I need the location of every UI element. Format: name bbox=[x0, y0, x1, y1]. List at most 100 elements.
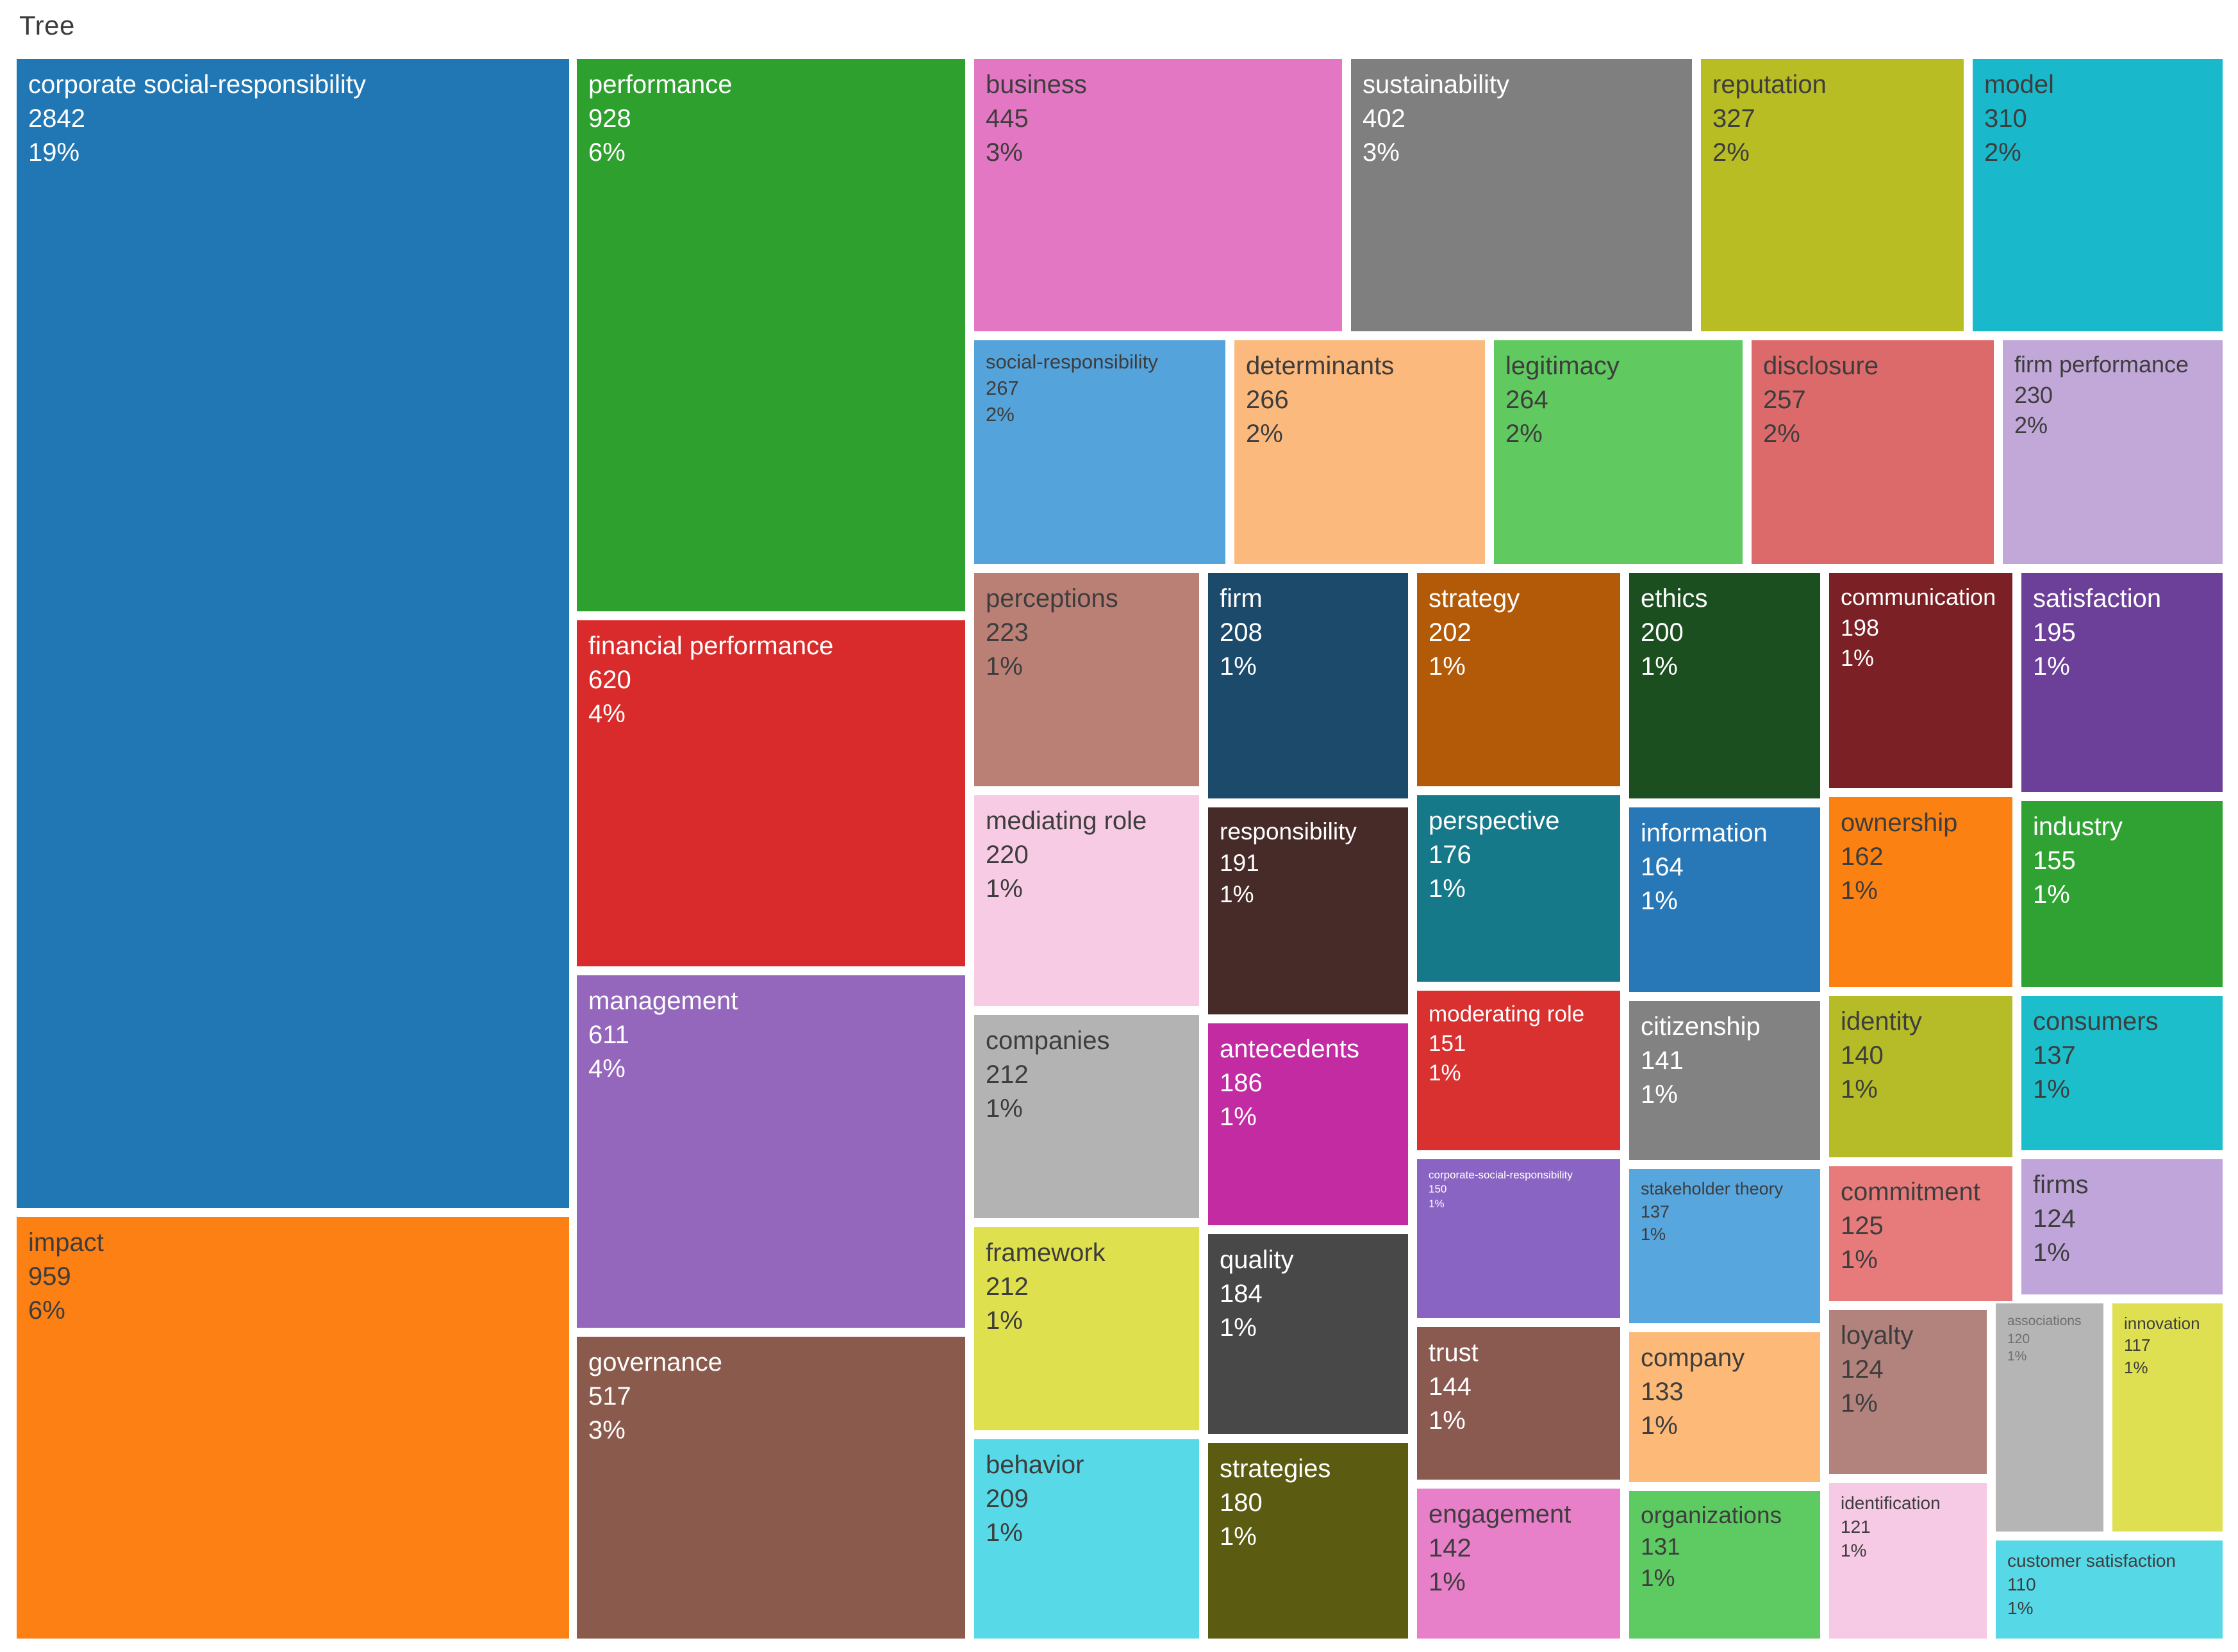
cell-percent: 1% bbox=[1429, 1567, 1466, 1596]
cell-label: determinants bbox=[1246, 352, 1395, 380]
cell-percent: 1% bbox=[1641, 1564, 1675, 1591]
cell-value: 137 bbox=[2033, 1041, 2076, 1070]
treemap-cell-innovation[interactable]: innovation 117 1% bbox=[2112, 1303, 2223, 1532]
cell-label: impact bbox=[28, 1228, 104, 1257]
cell-label: firm bbox=[1220, 584, 1263, 613]
cell-value: 142 bbox=[1429, 1533, 1471, 1562]
treemap-cell-identity[interactable]: identity 140 1% bbox=[1829, 996, 2012, 1157]
cell-value: 445 bbox=[986, 104, 1029, 133]
treemap-cell-loyalty[interactable]: loyalty 124 1% bbox=[1829, 1310, 1987, 1474]
treemap-cell-communication[interactable]: communication 198 1% bbox=[1829, 573, 2012, 788]
treemap-cell-identification[interactable]: identification 121 1% bbox=[1829, 1483, 1987, 1639]
treemap-cell-responsibility[interactable]: responsibility 191 1% bbox=[1208, 807, 1408, 1014]
cell-value: 150 bbox=[1429, 1183, 1447, 1196]
treemap-cell-sustainability[interactable]: sustainability 402 3% bbox=[1351, 59, 1692, 331]
cell-label: mediating role bbox=[986, 807, 1147, 835]
cell-percent: 1% bbox=[1220, 1522, 1257, 1551]
treemap-cell-moderating-role[interactable]: moderating role 151 1% bbox=[1417, 991, 1620, 1150]
cell-value: 200 bbox=[1641, 618, 1684, 647]
treemap-cell-ethics[interactable]: ethics 200 1% bbox=[1629, 573, 1820, 798]
treemap-cell-perspective[interactable]: perspective 176 1% bbox=[1417, 795, 1620, 982]
treemap-cell-strategies[interactable]: strategies 180 1% bbox=[1208, 1443, 1408, 1639]
treemap-cell-firm-performance[interactable]: firm performance 230 2% bbox=[2003, 340, 2223, 564]
treemap-cell-company[interactable]: company 133 1% bbox=[1629, 1332, 1820, 1482]
cell-value: 151 bbox=[1429, 1031, 1466, 1057]
treemap-cell-antecedents[interactable]: antecedents 186 1% bbox=[1208, 1023, 1408, 1225]
cell-label: organizations bbox=[1641, 1502, 1782, 1528]
treemap-cell-perceptions[interactable]: perceptions 223 1% bbox=[974, 573, 1199, 786]
treemap-cell-framework[interactable]: framework 212 1% bbox=[974, 1227, 1199, 1430]
treemap-cell-social-responsibility[interactable]: social-responsibility 267 2% bbox=[974, 340, 1225, 564]
treemap-cell-strategy[interactable]: strategy 202 1% bbox=[1417, 573, 1620, 786]
cell-value: 164 bbox=[1641, 852, 1684, 881]
treemap-cell-mediating-role[interactable]: mediating role 220 1% bbox=[974, 795, 1199, 1006]
treemap-cell-stakeholder-theory[interactable]: stakeholder theory 137 1% bbox=[1629, 1169, 1820, 1323]
treemap-cell-organizations[interactable]: organizations 131 1% bbox=[1629, 1491, 1820, 1639]
treemap-cell-quality[interactable]: quality 184 1% bbox=[1208, 1234, 1408, 1434]
cell-value: 198 bbox=[1841, 614, 1880, 641]
cell-value: 140 bbox=[1841, 1041, 1884, 1070]
treemap-cell-information[interactable]: information 164 1% bbox=[1629, 807, 1820, 992]
cell-label: corporate social-responsibility bbox=[28, 70, 366, 99]
cell-percent: 1% bbox=[1841, 1075, 1878, 1103]
treemap-cell-business[interactable]: business 445 3% bbox=[974, 59, 1342, 331]
cell-percent: 4% bbox=[588, 1054, 626, 1083]
cell-label: company bbox=[1641, 1344, 1745, 1372]
treemap-cell-management[interactable]: management 611 4% bbox=[577, 975, 965, 1328]
cell-value: 180 bbox=[1220, 1488, 1263, 1517]
cell-value: 620 bbox=[588, 665, 631, 694]
treemap-cell-associations[interactable]: associations 120 1% bbox=[1996, 1303, 2103, 1532]
cell-label: loyalty bbox=[1841, 1321, 1914, 1350]
cell-value: 257 bbox=[1763, 385, 1806, 414]
cell-percent: 2% bbox=[986, 402, 1015, 425]
treemap-cell-legitimacy[interactable]: legitimacy 264 2% bbox=[1494, 340, 1743, 564]
treemap-cell-financial-performance[interactable]: financial performance 620 4% bbox=[577, 620, 965, 966]
treemap-cell-corporate-social-responsibility[interactable]: corporate-social-responsibility 150 1% bbox=[1417, 1159, 1620, 1318]
treemap-cell-determinants[interactable]: determinants 266 2% bbox=[1234, 340, 1485, 564]
treemap-cell-firm[interactable]: firm 208 1% bbox=[1208, 573, 1408, 798]
cell-percent: 1% bbox=[1841, 1540, 1867, 1560]
treemap-cell-ownership[interactable]: ownership 162 1% bbox=[1829, 797, 2012, 987]
treemap-cell-customer-satisfaction[interactable]: customer satisfaction 110 1% bbox=[1996, 1540, 2223, 1639]
treemap-cell-reputation[interactable]: reputation 327 2% bbox=[1701, 59, 1964, 331]
cell-label: citizenship bbox=[1641, 1012, 1761, 1041]
cell-label: reputation bbox=[1712, 70, 1827, 99]
treemap-cell-satisfaction[interactable]: satisfaction 195 1% bbox=[2021, 573, 2223, 792]
cell-value: 212 bbox=[986, 1272, 1029, 1301]
treemap-cell-governance[interactable]: governance 517 3% bbox=[577, 1337, 965, 1639]
cell-percent: 2% bbox=[1984, 138, 2021, 167]
cell-percent: 3% bbox=[986, 138, 1023, 167]
cell-label: commitment bbox=[1841, 1178, 1980, 1206]
cell-value: 611 bbox=[588, 1020, 629, 1049]
treemap-cell-corporate-social-responsibility[interactable]: corporate social-responsibility 2842 19% bbox=[17, 59, 569, 1208]
cell-percent: 2% bbox=[1505, 419, 1543, 448]
treemap-cell-engagement[interactable]: engagement 142 1% bbox=[1417, 1489, 1620, 1639]
cell-value: 186 bbox=[1220, 1068, 1263, 1097]
cell-label: perceptions bbox=[986, 584, 1118, 613]
treemap-cell-companies[interactable]: companies 212 1% bbox=[974, 1015, 1199, 1218]
cell-label: strategies bbox=[1220, 1455, 1331, 1483]
cell-value: 131 bbox=[1641, 1533, 1680, 1560]
treemap-cell-citizenship[interactable]: citizenship 141 1% bbox=[1629, 1001, 1820, 1160]
cell-value: 141 bbox=[1641, 1046, 1684, 1075]
treemap-cell-firms[interactable]: firms 124 1% bbox=[2021, 1159, 2223, 1294]
treemap-cell-impact[interactable]: impact 959 6% bbox=[17, 1217, 569, 1639]
cell-value: 117 bbox=[2124, 1335, 2151, 1355]
treemap-cell-commitment[interactable]: commitment 125 1% bbox=[1829, 1166, 2012, 1301]
treemap-cell-disclosure[interactable]: disclosure 257 2% bbox=[1752, 340, 1994, 564]
cell-value: 208 bbox=[1220, 618, 1263, 647]
cell-percent: 1% bbox=[1841, 645, 1875, 672]
treemap-cell-model[interactable]: model 310 2% bbox=[1973, 59, 2223, 331]
treemap-cell-behavior[interactable]: behavior 209 1% bbox=[974, 1439, 1199, 1639]
treemap-cell-trust[interactable]: trust 144 1% bbox=[1417, 1327, 1620, 1480]
cell-value: 209 bbox=[986, 1484, 1029, 1513]
treemap-cell-consumers[interactable]: consumers 137 1% bbox=[2021, 996, 2223, 1150]
cell-label: legitimacy bbox=[1505, 352, 1620, 380]
treemap-cell-performance[interactable]: performance 928 6% bbox=[577, 59, 965, 611]
treemap-cell-industry[interactable]: industry 155 1% bbox=[2021, 801, 2223, 987]
cell-label: responsibility bbox=[1220, 818, 1357, 845]
cell-value: 121 bbox=[1841, 1516, 1871, 1537]
cell-label: trust bbox=[1429, 1339, 1479, 1367]
